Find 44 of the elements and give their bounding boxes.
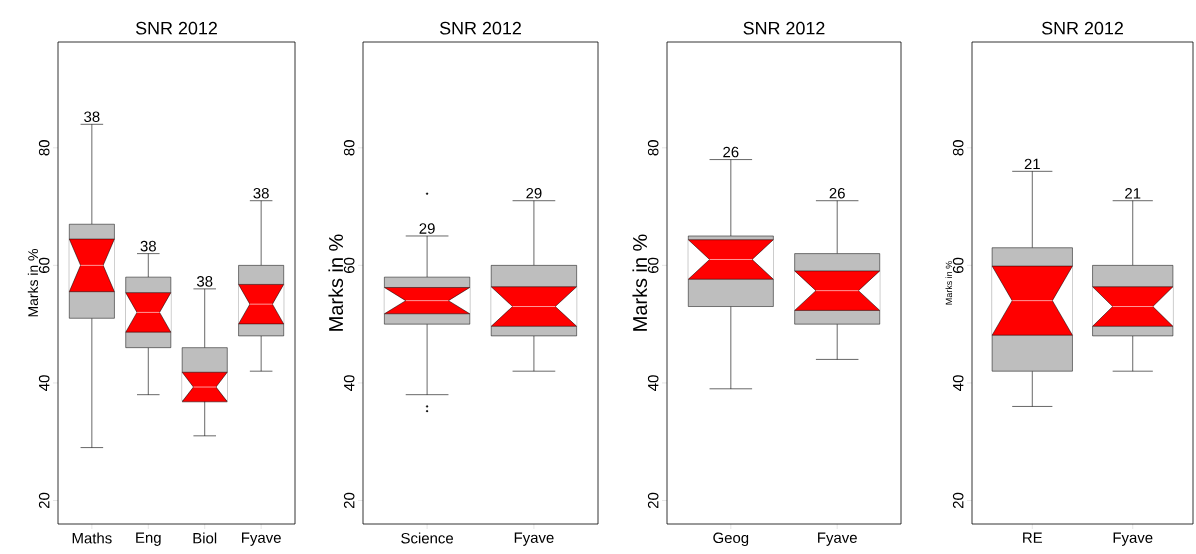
y-tick-label: 20: [343, 492, 355, 509]
annotation: 26: [723, 146, 739, 158]
x-tick-label: Fyave: [1113, 532, 1153, 546]
chart-title: SNR 2012: [1041, 21, 1123, 35]
annotation: 38: [84, 111, 100, 123]
x-tick-label: Fyave: [818, 532, 857, 546]
y-tick-label: 40: [343, 375, 355, 391]
y-axis-title: Marks in %: [945, 261, 953, 305]
x-tick-label: Fyave: [242, 532, 281, 546]
y-tick-label: 20: [38, 492, 50, 509]
y-tick-label: 40: [647, 375, 659, 391]
x-tick-label: Eng: [136, 532, 161, 546]
y-tick-label: 40: [38, 375, 50, 391]
x-tick-label: Science: [401, 532, 453, 544]
y-tick-label: 80: [952, 140, 964, 156]
annotation: 26: [829, 187, 845, 199]
annotation: 38: [196, 276, 213, 287]
x-tick-label: Geog: [713, 532, 749, 547]
y-tick-label: 60: [952, 257, 964, 273]
y-tick-label: 60: [343, 257, 355, 273]
y-tick-label: 80: [38, 140, 50, 156]
y-tick-label: 80: [647, 140, 659, 156]
x-tick-label: Biol: [193, 532, 217, 544]
x-tick-label: Fyave: [514, 532, 554, 546]
y-tick-label: 80: [343, 140, 355, 156]
annotation: 29: [419, 223, 435, 234]
annotation: 38: [253, 187, 269, 199]
annotation: 21: [1024, 158, 1040, 170]
y-tick-label: 60: [38, 257, 50, 273]
y-tick-label: 60: [647, 257, 659, 273]
annotation: 38: [140, 240, 156, 252]
y-tick-label: 40: [952, 375, 964, 391]
chart-title: SNR 2012: [135, 21, 217, 35]
chart-title: SNR 2012: [439, 21, 521, 35]
y-tick-label: 20: [952, 492, 964, 509]
x-tick-label: RE: [1023, 532, 1043, 543]
annotation: 29: [526, 187, 542, 199]
y-axis-title: Marks in %: [27, 249, 39, 317]
annotation: 21: [1125, 188, 1141, 199]
y-axis-title: Marks in %: [632, 234, 648, 331]
y-tick-label: 20: [647, 492, 659, 509]
y-axis-title: Marks in %: [328, 234, 344, 331]
chart-title: SNR 2012: [743, 21, 825, 35]
x-tick-label: Maths: [72, 532, 112, 544]
